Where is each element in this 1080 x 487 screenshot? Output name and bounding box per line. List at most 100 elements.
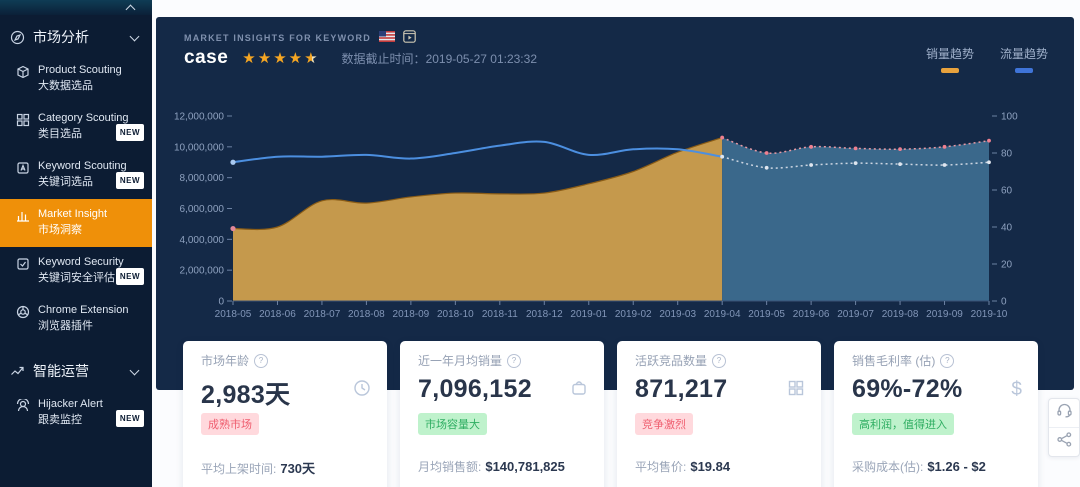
card-value: 871,217 (635, 375, 728, 403)
legend-traffic-trend[interactable]: 流量趋势 (1000, 45, 1048, 73)
svg-text:6,000,000: 6,000,000 (180, 204, 225, 215)
svg-text:2019-02: 2019-02 (615, 309, 652, 320)
card-monthly-sales: 近一年月均销量? 7,096,152 市场容量大 月均销售额: $140,781,… (400, 341, 604, 487)
keyword-icon (16, 161, 30, 175)
chrome-icon (16, 305, 30, 319)
sidebar-item-keyword-scouting[interactable]: Keyword Scouting 关键词选品 NEW (0, 151, 152, 199)
status-badge: 高利润，值得进入 (852, 413, 954, 435)
item-label-cn: 浏览器插件 (38, 320, 93, 332)
star-rating: ★★★★★ (242, 50, 320, 67)
sidebar-item-market-insight[interactable]: Market Insight 市场洞察 (0, 199, 152, 247)
video-icon[interactable] (403, 30, 416, 45)
svg-text:2018-07: 2018-07 (304, 309, 341, 320)
market-insight-panel: MARKET INSIGHTS FOR KEYWORD case ★★★★★ 数… (156, 17, 1074, 390)
sidebar-section-market-analysis[interactable]: 市场分析 (0, 15, 152, 55)
compass-icon (10, 30, 25, 45)
card-market-age: 市场年龄? 2,983天 成熟市场 平均上架时间: 730天 (183, 341, 387, 487)
svg-text:2018-09: 2018-09 (393, 309, 430, 320)
item-label-en: Keyword Security (38, 256, 124, 268)
svg-text:2018-08: 2018-08 (348, 309, 385, 320)
card-gross-margin: 销售毛利率 (估)? 69%-72% $ 高利润，值得进入 采购成本(估): $1… (834, 341, 1038, 487)
trend-icon (10, 364, 25, 379)
card-footer: 月均销售额: $140,781,825 (418, 459, 565, 474)
item-label-en: Keyword Scouting (38, 160, 127, 172)
svg-text:2019-08: 2019-08 (882, 309, 919, 320)
sidebar-item-category-scouting[interactable]: Category Scouting 类目选品 NEW (0, 103, 152, 151)
svg-text:40: 40 (1001, 223, 1013, 234)
svg-text:20: 20 (1001, 260, 1013, 271)
card-value: 2,983天 (201, 381, 291, 409)
clock-icon (353, 379, 371, 402)
svg-text:2019-03: 2019-03 (659, 309, 696, 320)
svg-text:2019-07: 2019-07 (837, 309, 874, 320)
security-icon (16, 257, 30, 271)
svg-text:2019-01: 2019-01 (570, 309, 607, 320)
item-label-cn: 类目选品 (38, 128, 82, 140)
floating-toolbar (1048, 398, 1080, 457)
item-label-cn: 关键词安全评估 (38, 272, 115, 284)
item-label-cn: 市场洞察 (38, 224, 82, 236)
card-active-competitors: 活跃竞品数量? 871,217 竞争激烈 平均售价: $19.84 (617, 341, 821, 487)
new-badge: NEW (115, 124, 144, 141)
item-label-en: Hijacker Alert (38, 398, 103, 410)
sidebar-section-label: 市场分析 (33, 29, 89, 45)
svg-text:100: 100 (1001, 112, 1018, 123)
svg-text:2018-06: 2018-06 (259, 309, 296, 320)
insight-icon (16, 209, 30, 223)
svg-text:2019-04: 2019-04 (704, 309, 741, 320)
svg-text:8,000,000: 8,000,000 (180, 173, 225, 184)
sidebar-section-smart-operation[interactable]: 智能运营 (0, 349, 152, 389)
sidebar-item-chrome-extension[interactable]: Chrome Extension 浏览器插件 (0, 295, 152, 343)
legend-sales-trend[interactable]: 销量趋势 (926, 45, 974, 73)
us-flag-icon (378, 31, 395, 44)
keyword-title: case (184, 47, 229, 68)
legend-swatch-traffic (1014, 68, 1033, 73)
chevron-up-icon (125, 4, 136, 15)
svg-text:2,000,000: 2,000,000 (180, 266, 225, 277)
legend-swatch-sales (940, 68, 959, 73)
headset-icon (1056, 402, 1073, 424)
dollar-icon: $ (1011, 379, 1022, 400)
item-label-cn: 大数据选品 (38, 80, 93, 92)
svg-text:2019-05: 2019-05 (748, 309, 785, 320)
svg-text:12,000,000: 12,000,000 (174, 112, 224, 123)
svg-text:2019-06: 2019-06 (793, 309, 830, 320)
card-footer: 采购成本(估): $1.26 - $2 (852, 459, 986, 474)
svg-text:2019-09: 2019-09 (926, 309, 963, 320)
svg-text:10,000,000: 10,000,000 (174, 142, 224, 153)
sidebar-section-label: 智能运营 (33, 363, 89, 379)
svg-text:0: 0 (1001, 297, 1007, 308)
sidebar-collapsed-section[interactable] (0, 0, 152, 15)
chart-legend: 销量趋势 流量趋势 (926, 45, 1048, 73)
sidebar-item-product-scouting[interactable]: Product Scouting 大数据选品 (0, 55, 152, 103)
item-label-en: Category Scouting (38, 112, 129, 124)
help-icon[interactable]: ? (507, 353, 522, 368)
chevron-down-icon (129, 365, 140, 375)
trend-chart[interactable]: 0 2,000,000 4,000,000 6,000,000 8,000,000 10,… (156, 17, 1074, 390)
box-icon (16, 65, 30, 79)
status-badge: 市场容量大 (418, 413, 487, 435)
item-label-cn: 跟卖监控 (38, 414, 82, 426)
item-label-cn: 关键词选品 (38, 176, 93, 188)
chevron-down-icon (129, 31, 140, 41)
help-icon[interactable]: ? (712, 353, 727, 368)
help-icon[interactable]: ? (254, 353, 269, 368)
share-button[interactable] (1049, 427, 1079, 456)
grid-icon (787, 379, 805, 402)
svg-text:60: 60 (1001, 186, 1013, 197)
card-footer: 平均售价: $19.84 (635, 459, 731, 474)
sidebar-item-keyword-security[interactable]: Keyword Security 关键词安全评估 NEW (0, 247, 152, 295)
svg-text:2019-10: 2019-10 (971, 309, 1008, 320)
help-icon[interactable]: ? (940, 353, 955, 368)
svg-text:2018-10: 2018-10 (437, 309, 474, 320)
sidebar-item-hijacker-alert[interactable]: Hijacker Alert 跟卖监控 NEW (0, 389, 152, 437)
svg-text:4,000,000: 4,000,000 (180, 235, 225, 246)
bag-icon (570, 379, 588, 402)
customer-service-button[interactable] (1049, 399, 1079, 427)
svg-text:2018-11: 2018-11 (482, 309, 518, 320)
card-footer: 平均上架时间: 730天 (201, 461, 316, 476)
item-label-en: Chrome Extension (38, 304, 129, 316)
new-badge: NEW (115, 410, 144, 427)
card-value: 7,096,152 (418, 375, 532, 403)
